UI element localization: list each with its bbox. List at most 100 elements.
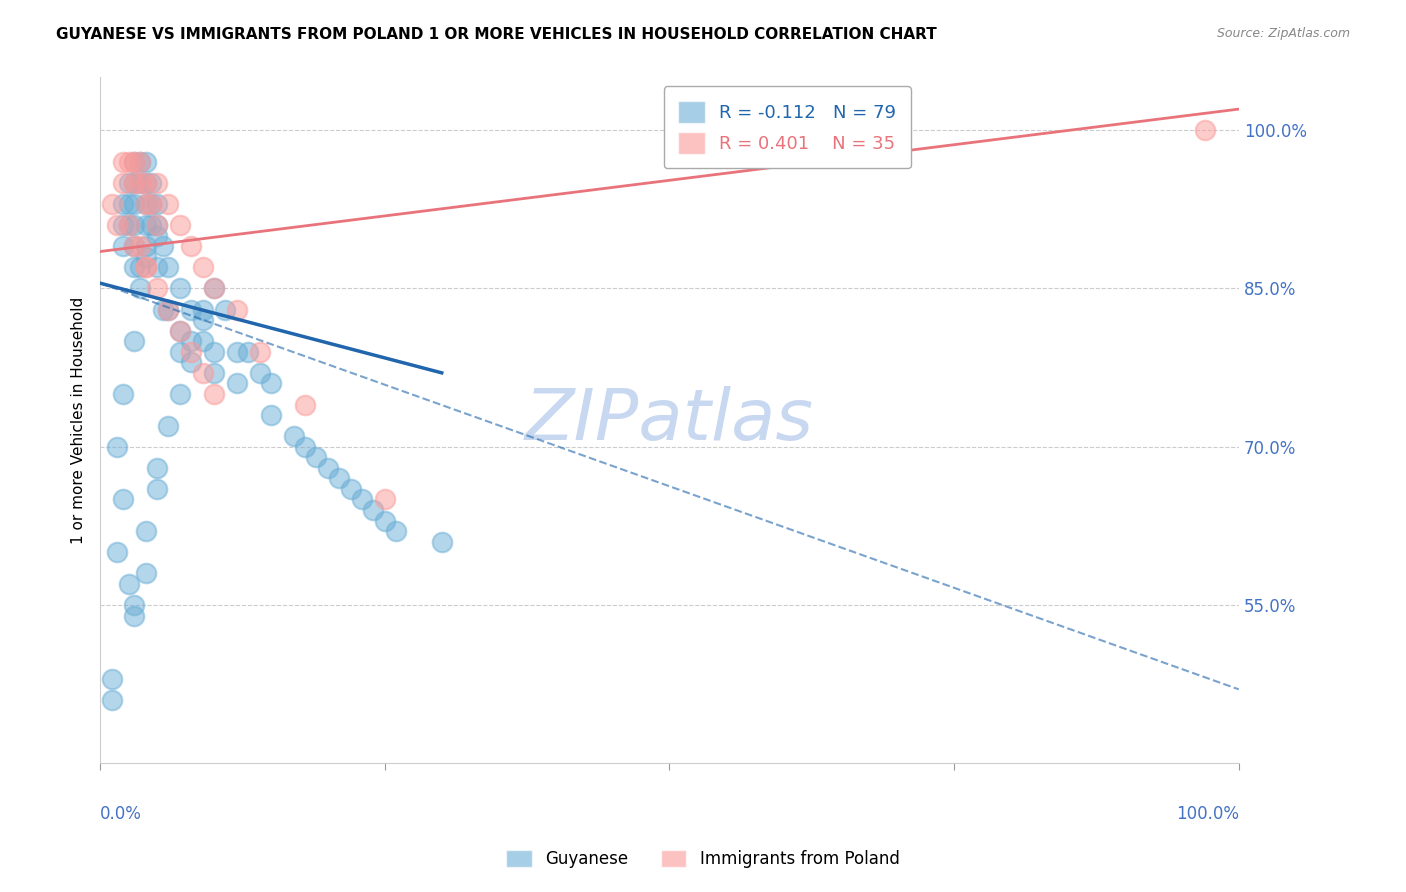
Point — [146, 176, 169, 190]
Point — [111, 239, 134, 253]
Point — [191, 260, 214, 275]
Point — [111, 218, 134, 232]
Text: 0.0%: 0.0% — [100, 805, 142, 823]
Text: GUYANESE VS IMMIGRANTS FROM POLAND 1 OR MORE VEHICLES IN HOUSEHOLD CORRELATION C: GUYANESE VS IMMIGRANTS FROM POLAND 1 OR … — [56, 27, 936, 42]
Point — [202, 281, 225, 295]
Point — [316, 460, 339, 475]
Point — [157, 418, 180, 433]
Point — [374, 514, 396, 528]
Point — [141, 197, 163, 211]
Point — [350, 492, 373, 507]
Point — [1194, 123, 1216, 137]
Point — [146, 228, 169, 243]
Point — [124, 608, 146, 623]
Point — [146, 218, 169, 232]
Point — [135, 176, 157, 190]
Point — [117, 577, 139, 591]
Point — [146, 260, 169, 275]
Point — [117, 154, 139, 169]
Point — [430, 534, 453, 549]
Point — [225, 302, 247, 317]
Point — [117, 218, 139, 232]
Point — [117, 176, 139, 190]
Point — [169, 324, 191, 338]
Point — [180, 334, 202, 349]
Point — [105, 218, 128, 232]
Point — [157, 260, 180, 275]
Point — [129, 154, 152, 169]
Point — [225, 376, 247, 391]
Point — [180, 344, 202, 359]
Point — [105, 440, 128, 454]
Point — [283, 429, 305, 443]
Point — [100, 693, 122, 707]
Point — [180, 355, 202, 369]
Point — [124, 154, 146, 169]
Point — [129, 260, 152, 275]
Point — [180, 302, 202, 317]
Point — [146, 281, 169, 295]
Point — [111, 154, 134, 169]
Point — [202, 344, 225, 359]
Point — [328, 471, 350, 485]
Point — [135, 197, 157, 211]
Point — [111, 387, 134, 401]
Point — [169, 344, 191, 359]
Point — [129, 239, 152, 253]
Point — [169, 218, 191, 232]
Point — [135, 154, 157, 169]
Text: ZIPatlas: ZIPatlas — [524, 386, 814, 455]
Point — [129, 176, 152, 190]
Point — [146, 218, 169, 232]
Point — [124, 176, 146, 190]
Point — [141, 197, 163, 211]
Point — [129, 154, 152, 169]
Point — [225, 344, 247, 359]
Point — [141, 218, 163, 232]
Point — [214, 302, 236, 317]
Point — [249, 344, 271, 359]
Point — [124, 334, 146, 349]
Point — [124, 239, 146, 253]
Point — [260, 376, 283, 391]
Point — [169, 324, 191, 338]
Point — [385, 524, 408, 538]
Point — [129, 281, 152, 295]
Point — [135, 176, 157, 190]
Point — [135, 218, 157, 232]
Point — [105, 545, 128, 559]
Text: 100.0%: 100.0% — [1175, 805, 1239, 823]
Legend: Guyanese, Immigrants from Poland: Guyanese, Immigrants from Poland — [501, 843, 905, 875]
Point — [135, 566, 157, 581]
Point — [111, 492, 134, 507]
Point — [157, 302, 180, 317]
Point — [135, 197, 157, 211]
Point — [135, 524, 157, 538]
Point — [124, 154, 146, 169]
Text: Source: ZipAtlas.com: Source: ZipAtlas.com — [1216, 27, 1350, 40]
Point — [100, 197, 122, 211]
Point — [191, 313, 214, 327]
Point — [146, 197, 169, 211]
Point — [141, 176, 163, 190]
Point — [124, 176, 146, 190]
Point — [180, 239, 202, 253]
Point — [202, 281, 225, 295]
Point — [124, 197, 146, 211]
Point — [135, 239, 157, 253]
Point — [117, 218, 139, 232]
Point — [157, 197, 180, 211]
Point — [294, 397, 316, 411]
Point — [191, 334, 214, 349]
Point — [339, 482, 361, 496]
Point — [157, 302, 180, 317]
Point — [146, 460, 169, 475]
Point — [124, 239, 146, 253]
Point — [249, 366, 271, 380]
Point — [111, 197, 134, 211]
Point — [124, 260, 146, 275]
Point — [191, 302, 214, 317]
Point — [294, 440, 316, 454]
Point — [135, 260, 157, 275]
Point — [152, 239, 174, 253]
